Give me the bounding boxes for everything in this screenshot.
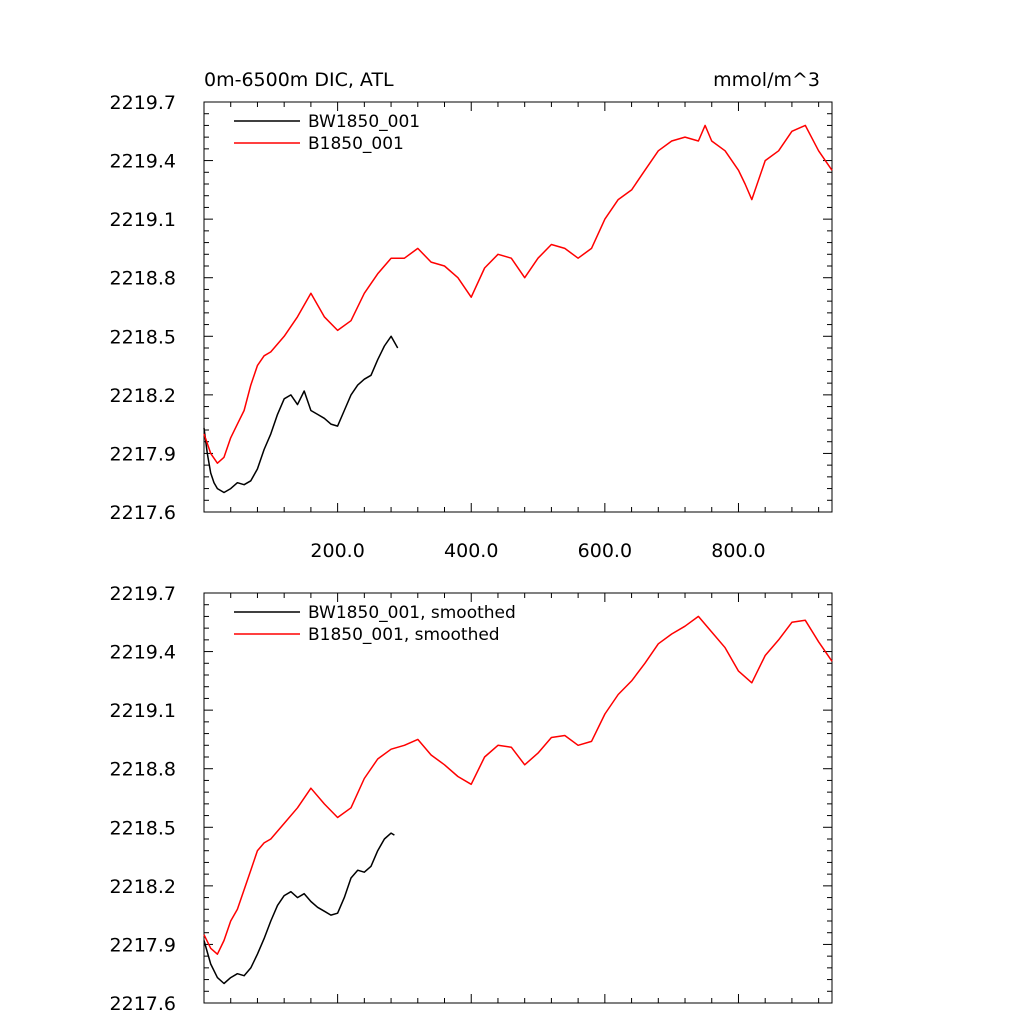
x-tick-label: 400.0 [444,540,498,562]
y-axis-tick-labels: 2217.6 2217.9 2218.2 2218.5 2218.8 2219.1 2219… [110,583,176,1015]
x-tick-label: 200.0 [310,540,364,562]
y-axis-tick-labels: 2217.6 2217.9 2218.2 2218.5 2218.8 2219.1 2219… [110,92,176,524]
y-tick-label: 2218.2 [110,385,176,407]
x-tick-label: 600.0 [578,540,632,562]
top-panel: 0m-6500m DIC, ATL mmol/m^3 2217.62217.92… [110,69,833,562]
series-group [203,615,833,985]
x-tick-label: 800.0 [711,540,765,562]
bottom-panel: 2217.6 2217.9 2218.2 2218.5 2218.8 2219.1 2219… [110,583,833,1015]
plot-frame [203,592,833,1004]
series-line-b1850-001-smoothed [203,615,833,955]
y-tick-label: 2217.9 [110,934,176,956]
y-tick-label: 2218.5 [110,326,176,348]
panel-title: 0m-6500m DIC, ATL [204,69,394,91]
y-tick-label: 2218.8 [110,268,176,290]
legend: BW1850_001, smoothed B1850_001, smoothed [234,603,516,645]
y-tick-label: 2219.1 [110,209,176,231]
legend-label-bw1850-smoothed: BW1850_001, smoothed [308,603,516,623]
y-tick-label: 2218.2 [110,876,176,898]
y-tick-label: 2219.4 [110,151,176,173]
legend-label-b1850: B1850_001 [308,134,404,154]
y-tick-label: 2217.9 [110,443,176,465]
series-line-bw1850-001 [203,335,399,494]
y-tick-label: 2219.7 [110,92,176,114]
axis-ticks [204,592,832,1004]
y-tick-label: 2217.6 [110,502,176,524]
y-tick-label: 2219.7 [110,583,176,605]
legend-label-b1850-smoothed: B1850_001, smoothed [308,625,500,645]
x-axis-tick-labels: 200.0 400.0 600.0 800.0 [310,540,765,562]
series-line-bw1850-001-smoothed [203,832,395,985]
legend-label-bw1850: BW1850_001 [308,112,420,132]
y-tick-label: 2218.8 [110,759,176,781]
plot-frame [203,101,833,513]
y-tick-label: 2219.4 [110,642,176,664]
y-tick-label: 2219.1 [110,700,176,722]
units-label: mmol/m^3 [713,69,820,91]
series-group [203,124,833,494]
legend: BW1850_001 B1850_001 [234,112,420,154]
series-line-b1850-001 [203,124,833,464]
axis-ticks [204,101,832,513]
y-tick-label: 2217.6 [110,993,176,1015]
y-tick-label: 2218.5 [110,817,176,839]
